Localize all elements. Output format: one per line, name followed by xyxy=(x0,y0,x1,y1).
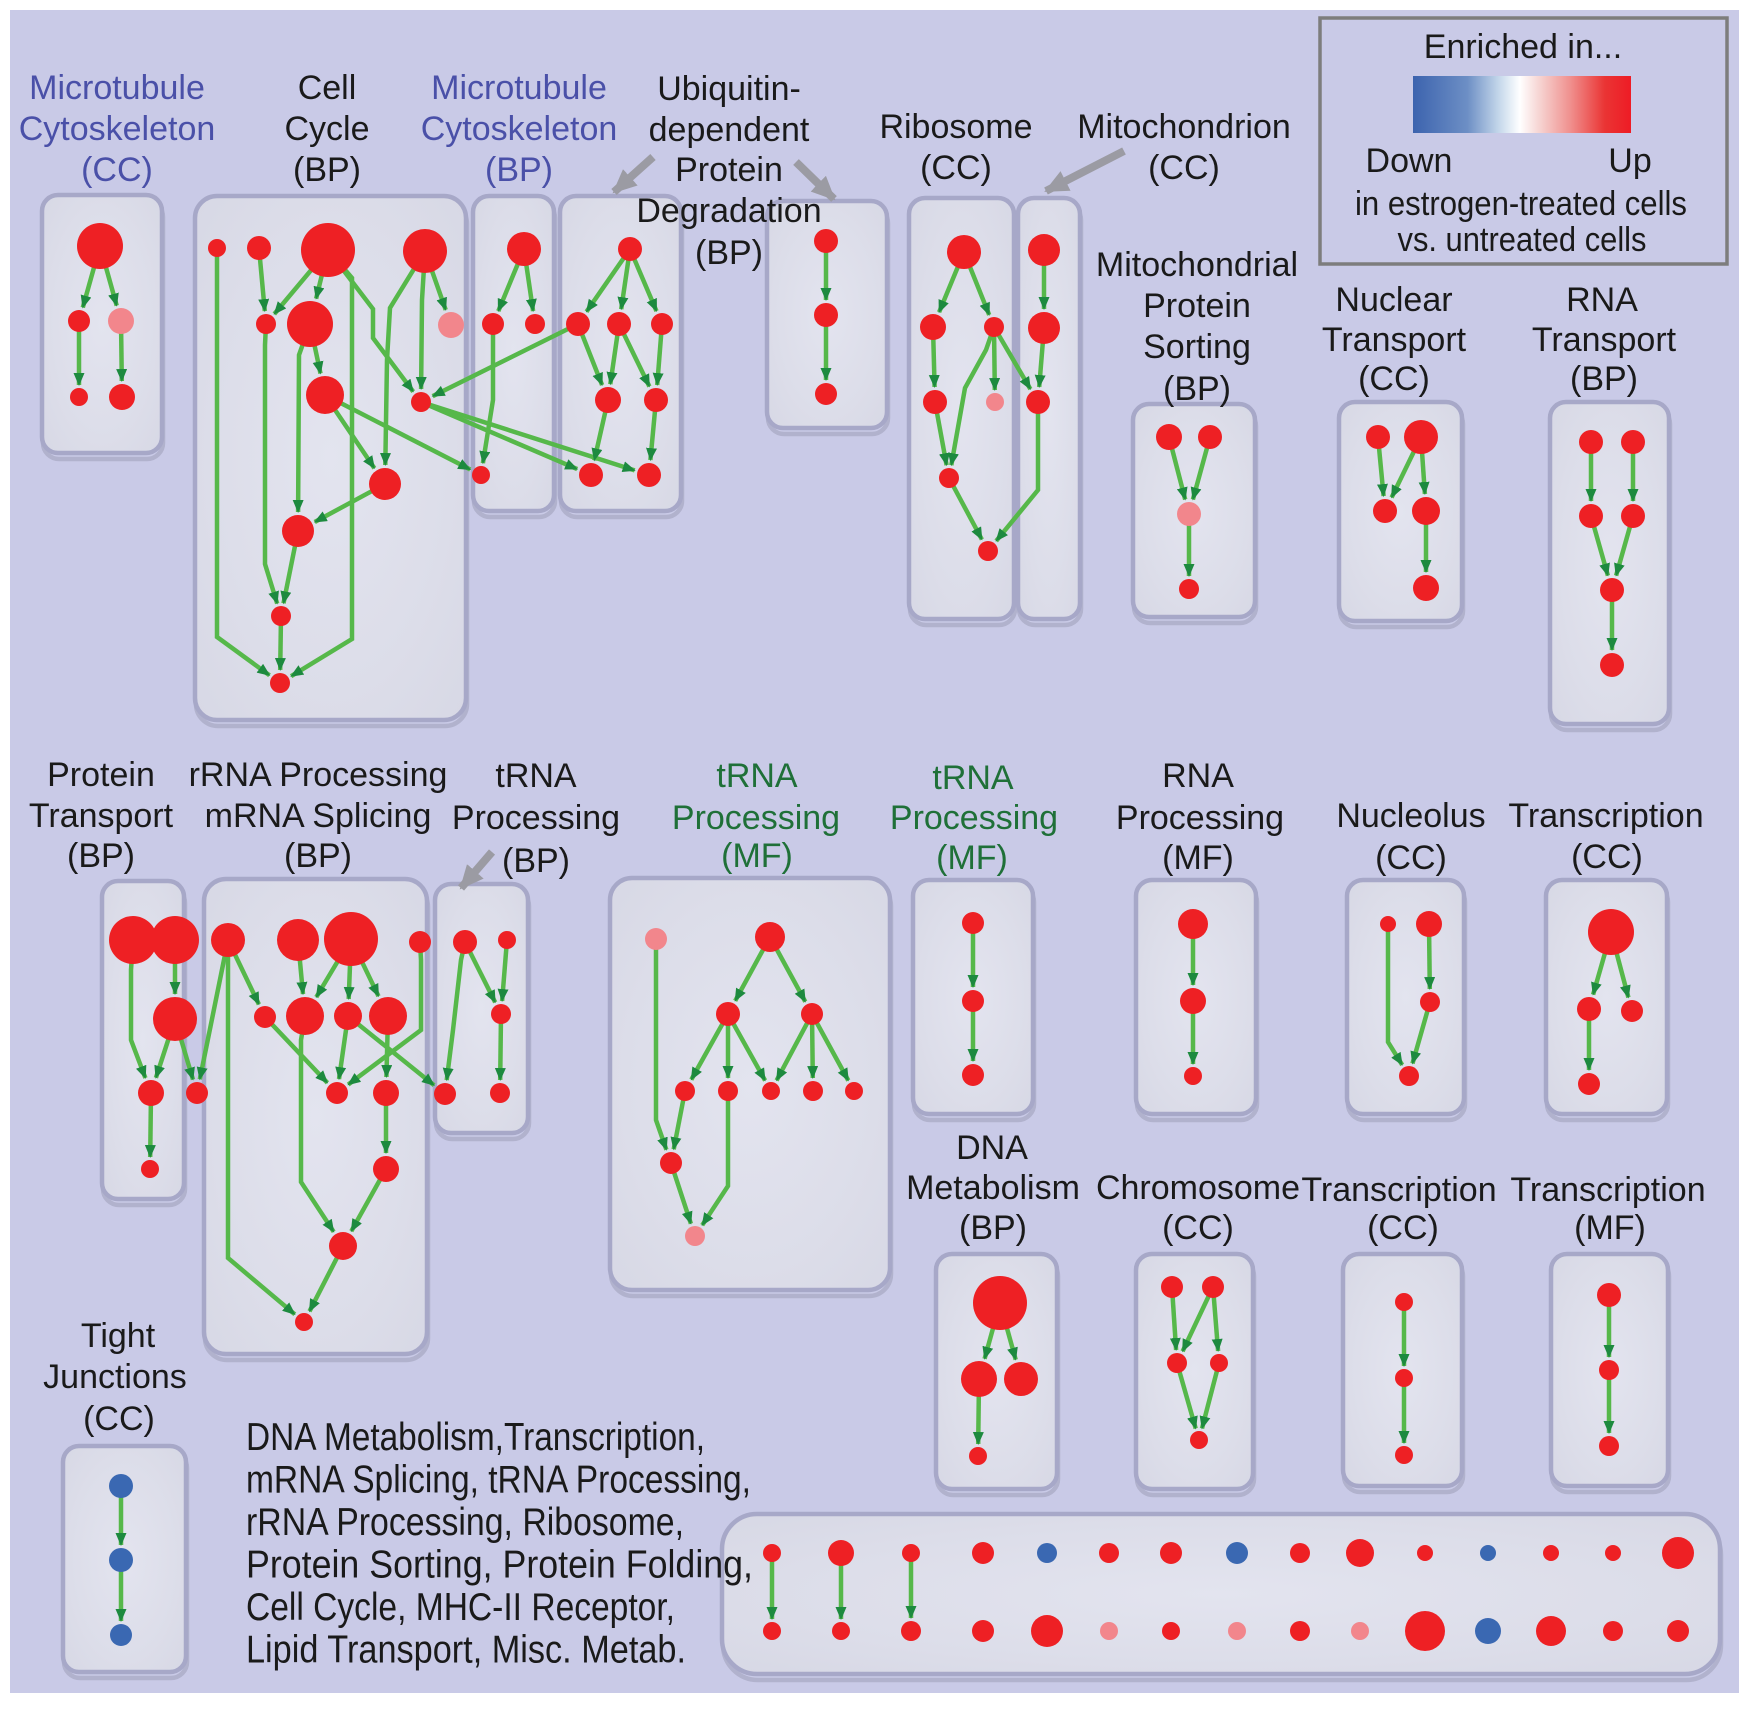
svg-text:rRNA Processing, Ribosome,: rRNA Processing, Ribosome, xyxy=(246,1501,684,1544)
svg-text:Transport: Transport xyxy=(1322,321,1467,359)
svg-text:Mitochondrial: Mitochondrial xyxy=(1096,246,1298,284)
svg-text:Protein: Protein xyxy=(675,151,783,189)
svg-text:Transcription: Transcription xyxy=(1510,1171,1705,1209)
svg-text:RNA: RNA xyxy=(1566,281,1638,319)
svg-text:(CC): (CC) xyxy=(1375,839,1447,877)
svg-text:(CC): (CC) xyxy=(1367,1209,1439,1247)
svg-text:Cell: Cell xyxy=(298,69,357,107)
svg-text:RNA: RNA xyxy=(1162,757,1234,795)
svg-text:Ubiquitin-: Ubiquitin- xyxy=(657,70,801,108)
svg-text:tRNA: tRNA xyxy=(716,757,798,795)
svg-text:(BP): (BP) xyxy=(485,151,553,189)
svg-text:Nucleolus: Nucleolus xyxy=(1336,797,1485,835)
svg-text:tRNA: tRNA xyxy=(932,759,1014,797)
svg-text:Sorting: Sorting xyxy=(1143,328,1251,366)
svg-text:Protein: Protein xyxy=(47,756,155,794)
svg-text:(CC): (CC) xyxy=(83,1400,155,1438)
svg-text:Transport: Transport xyxy=(29,797,174,835)
svg-text:mRNA Splicing: mRNA Splicing xyxy=(205,797,432,835)
svg-text:tRNA: tRNA xyxy=(495,757,577,795)
svg-text:Microtubule: Microtubule xyxy=(431,69,607,107)
svg-text:(CC): (CC) xyxy=(920,149,992,187)
svg-text:(BP): (BP) xyxy=(695,234,763,272)
svg-text:Mitochondrion: Mitochondrion xyxy=(1077,108,1291,146)
svg-text:(BP): (BP) xyxy=(502,842,570,880)
svg-text:(MF): (MF) xyxy=(936,839,1008,877)
svg-text:Protein Sorting, Protein Foldi: Protein Sorting, Protein Folding, xyxy=(246,1544,753,1587)
svg-text:Transcription: Transcription xyxy=(1508,797,1703,835)
svg-text:Junctions: Junctions xyxy=(43,1358,187,1396)
svg-text:Cytoskeleton: Cytoskeleton xyxy=(19,110,216,148)
svg-text:rRNA Processing: rRNA Processing xyxy=(189,756,448,794)
svg-text:Degradation: Degradation xyxy=(636,192,821,230)
svg-text:vs. untreated cells: vs. untreated cells xyxy=(1398,221,1647,259)
svg-text:DNA: DNA xyxy=(956,1129,1028,1167)
svg-text:Down: Down xyxy=(1366,142,1453,180)
svg-text:Cytoskeleton: Cytoskeleton xyxy=(421,110,618,148)
svg-text:Tight: Tight xyxy=(81,1317,156,1355)
svg-text:Cycle: Cycle xyxy=(284,110,369,148)
svg-text:Transcription: Transcription xyxy=(1301,1171,1496,1209)
svg-text:Processing: Processing xyxy=(1116,799,1284,837)
svg-text:(BP): (BP) xyxy=(284,837,352,875)
svg-text:Metabolism: Metabolism xyxy=(906,1169,1080,1207)
svg-text:Up: Up xyxy=(1608,142,1651,180)
svg-text:Processing: Processing xyxy=(890,799,1058,837)
svg-text:(CC): (CC) xyxy=(1358,360,1430,398)
svg-text:Ribosome: Ribosome xyxy=(879,108,1032,146)
svg-text:(BP): (BP) xyxy=(293,151,361,189)
svg-text:in estrogen-treated cells: in estrogen-treated cells xyxy=(1355,185,1687,223)
svg-text:Cell Cycle, MHC-II Receptor,: Cell Cycle, MHC-II Receptor, xyxy=(246,1586,675,1629)
svg-text:(CC): (CC) xyxy=(1162,1209,1234,1247)
svg-text:Microtubule: Microtubule xyxy=(29,69,205,107)
svg-text:Protein: Protein xyxy=(1143,287,1251,325)
svg-text:(MF): (MF) xyxy=(1162,839,1234,877)
svg-text:Processing: Processing xyxy=(452,799,620,837)
svg-text:Enriched in...: Enriched in... xyxy=(1424,28,1622,66)
svg-text:(CC): (CC) xyxy=(1571,838,1643,876)
svg-text:Nuclear: Nuclear xyxy=(1335,281,1452,319)
svg-text:(BP): (BP) xyxy=(1163,370,1231,408)
svg-text:DNA Metabolism,Transcription,: DNA Metabolism,Transcription, xyxy=(246,1416,705,1459)
svg-text:(BP): (BP) xyxy=(67,837,135,875)
svg-text:mRNA Splicing, tRNA Processing: mRNA Splicing, tRNA Processing, xyxy=(246,1459,751,1502)
svg-text:dependent: dependent xyxy=(649,111,810,149)
svg-text:(CC): (CC) xyxy=(81,151,153,189)
svg-text:(CC): (CC) xyxy=(1148,149,1220,187)
svg-text:Processing: Processing xyxy=(672,799,840,837)
svg-text:(BP): (BP) xyxy=(959,1209,1027,1247)
svg-text:Lipid Transport, Misc. Metab.: Lipid Transport, Misc. Metab. xyxy=(246,1629,686,1672)
svg-text:Transport: Transport xyxy=(1532,321,1677,359)
svg-text:(MF): (MF) xyxy=(721,837,793,875)
svg-text:(BP): (BP) xyxy=(1570,360,1638,398)
svg-text:(MF): (MF) xyxy=(1574,1209,1646,1247)
svg-text:Chromosome: Chromosome xyxy=(1096,1169,1300,1207)
